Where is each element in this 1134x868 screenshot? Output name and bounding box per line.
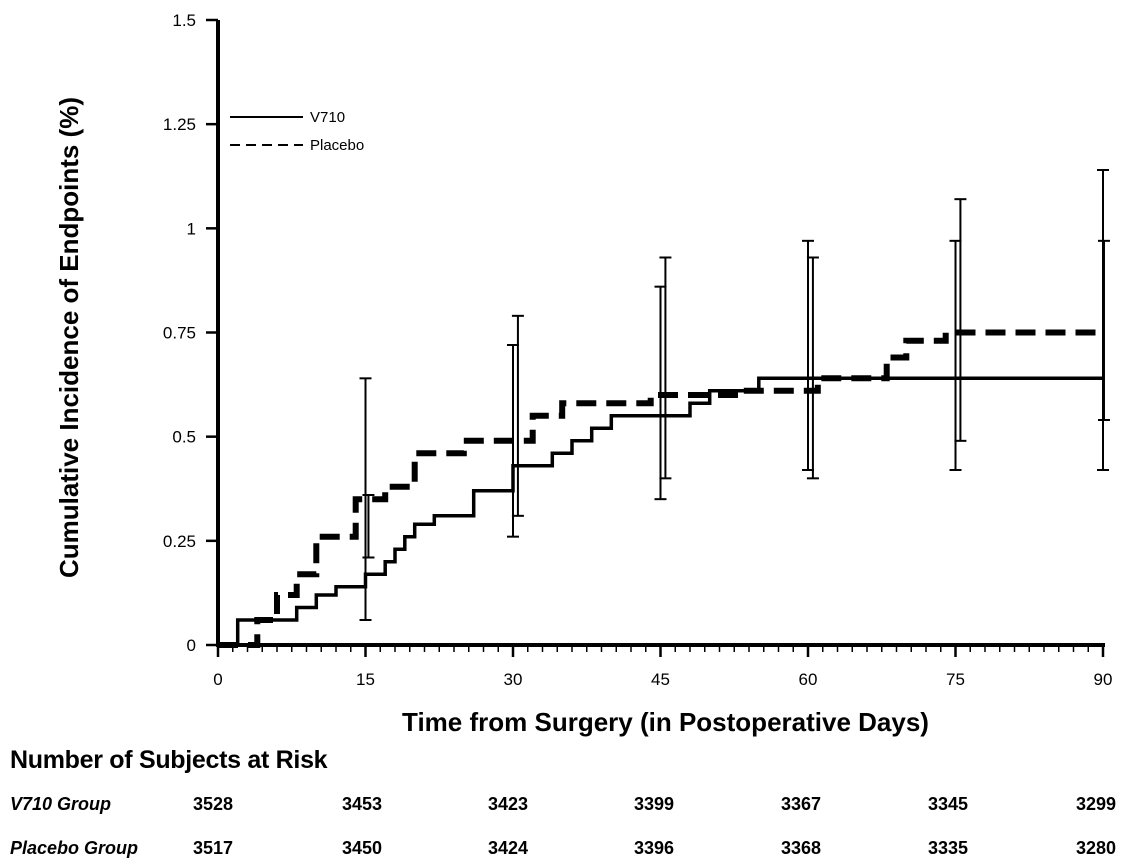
y-axis-title: Cumulative Incidence of Endpoints (%) (54, 97, 84, 578)
risk-value: 3424 (488, 838, 529, 858)
risk-value: 3517 (193, 838, 234, 858)
y-tick-label: 0.75 (163, 324, 196, 343)
risk-value: 3399 (634, 794, 675, 814)
y-tick-label: 0.25 (163, 532, 196, 551)
risk-value: 3423 (488, 794, 529, 814)
x-tick-label: 30 (504, 670, 523, 689)
risk-value: 3299 (1076, 794, 1117, 814)
x-tick-label: 90 (1094, 670, 1113, 689)
y-tick-label: 0.5 (172, 428, 196, 447)
x-tick-label: 0 (213, 670, 222, 689)
risk-value: 3396 (634, 838, 675, 858)
x-tick-label: 45 (651, 670, 670, 689)
y-tick-label: 1 (187, 219, 196, 238)
y-tick-label: 0 (187, 636, 196, 655)
risk-table-title: Number of Subjects at Risk (10, 746, 328, 774)
risk-value: 3368 (781, 838, 822, 858)
risk-value: 3280 (1076, 838, 1117, 858)
risk-row-label: Placebo Group (10, 838, 139, 858)
x-tick-label: 60 (799, 670, 818, 689)
risk-value: 3335 (928, 838, 969, 858)
risk-value: 3450 (342, 838, 383, 858)
risk-value: 3345 (928, 794, 969, 814)
incidence-chart: 0 0.25 0.5 0.75 1 1.25 1.5 0 15 30 45 60 75 90 Cumulat… (54, 11, 1113, 737)
risk-value: 3528 (193, 794, 234, 814)
legend-label-placebo: Placebo (310, 137, 364, 154)
legend-label-v710: V710 (310, 109, 345, 126)
series-line-v710 (218, 376, 1103, 647)
series-line-placebo (218, 329, 1103, 648)
x-tick-label: 75 (946, 670, 965, 689)
x-tick-label: 15 (356, 670, 375, 689)
risk-row-label: V710 Group (10, 794, 112, 814)
y-tick-label: 1.25 (163, 115, 196, 134)
y-tick-label: 1.5 (172, 11, 196, 30)
risk-value: 3367 (781, 794, 822, 814)
x-axis-title: Time from Surgery (in Postoperative Days… (402, 707, 929, 737)
risk-value: 3453 (342, 794, 383, 814)
